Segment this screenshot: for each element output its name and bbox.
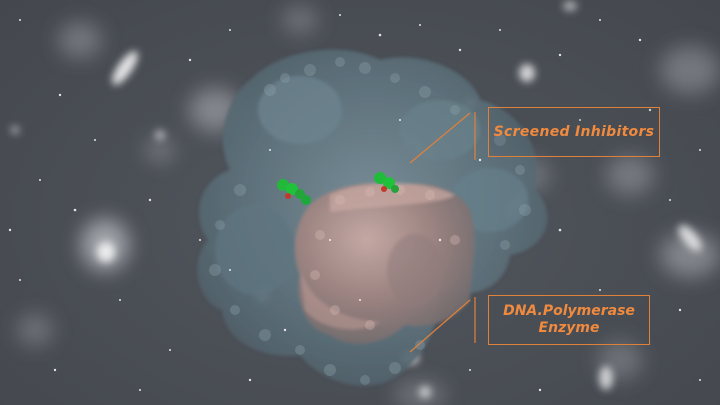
callout-leaders bbox=[409, 112, 476, 353]
enzyme-label-line1: DNA.Polymerase bbox=[503, 303, 635, 319]
surface-texture-pink bbox=[310, 185, 460, 330]
polymerase-pink-domain bbox=[294, 182, 475, 344]
enzyme-callout: DNA.Polymerase Enzyme bbox=[488, 295, 650, 345]
inhibitors-leader-line bbox=[409, 112, 471, 164]
inhibitor-molecule-left bbox=[277, 179, 311, 205]
inhibitors-label: Screened Inhibitors bbox=[493, 123, 655, 140]
enzyme-label-line2: Enzyme bbox=[538, 320, 600, 336]
enzyme-leader-line bbox=[409, 299, 471, 353]
surface-texture bbox=[209, 57, 531, 385]
inhibitors-callout: Screened Inhibitors bbox=[488, 107, 660, 157]
inhibitor-molecule-right bbox=[374, 172, 399, 193]
snow-specks bbox=[8, 14, 701, 392]
